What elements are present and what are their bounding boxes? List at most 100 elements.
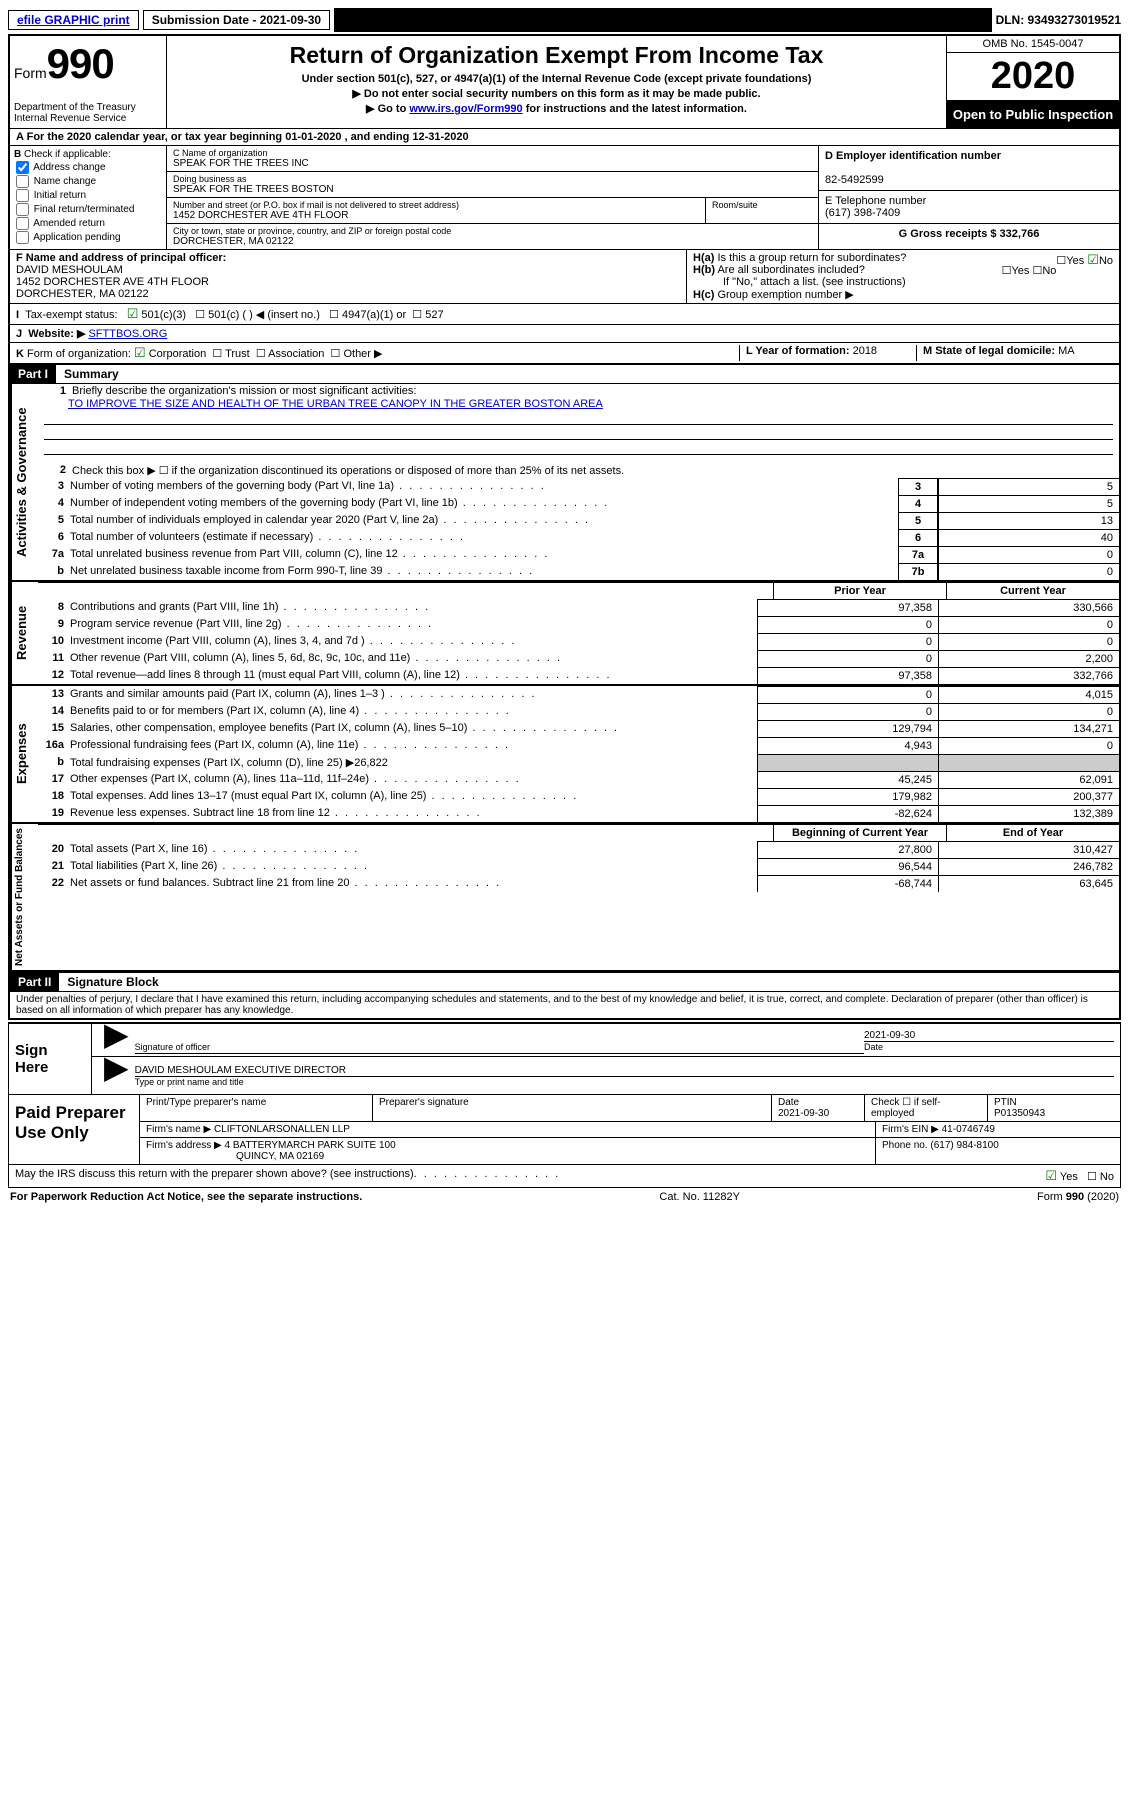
h-note: If "No," attach a list. (see instruction… [693, 276, 906, 288]
opt-501c: 501(c) ( ) ◀ (insert no.) [208, 309, 320, 321]
form-org-label: Form of organization: [27, 348, 131, 360]
header-right: OMB No. 1545-0047 2020 Open to Public In… [946, 36, 1119, 128]
lbl-initial-return: Initial return [34, 190, 86, 201]
mission-text: TO IMPROVE THE SIZE AND HEALTH OF THE UR… [68, 398, 603, 410]
hb-label: Are all subordinates included? [717, 264, 864, 276]
chk-final-return[interactable] [16, 203, 29, 216]
part2-title: Signature Block [59, 973, 166, 991]
k-corp: Corporation [149, 348, 206, 360]
vside-gov: Activities & Governance [10, 384, 38, 580]
box-b: B Check if applicable: Address change Na… [10, 146, 167, 249]
row-j-website: J Website: ▶ SFTTBOS.ORG [10, 325, 1119, 343]
chk-name-change[interactable] [16, 175, 29, 188]
data-line: 13Grants and similar amounts paid (Part … [38, 686, 1119, 703]
gov-line: 7aTotal unrelated business revenue from … [38, 546, 1119, 563]
chk-initial-return[interactable] [16, 189, 29, 202]
year-formation-label: L Year of formation: [746, 345, 850, 357]
row-a-period: A For the 2020 calendar year, or tax yea… [10, 129, 1119, 146]
k-other: Other ▶ [343, 348, 382, 360]
part1-title: Summary [56, 365, 127, 383]
data-line: 17Other expenses (Part IX, column (A), l… [38, 771, 1119, 788]
gov-line: 3Number of voting members of the governi… [38, 478, 1119, 495]
discuss-text: May the IRS discuss this return with the… [15, 1168, 414, 1184]
row-i-tax-status: I Tax-exempt status: ☑ 501(c)(3) ☐ 501(c… [10, 304, 1119, 325]
chk-amended[interactable] [16, 217, 29, 230]
chk-address-change[interactable] [16, 161, 29, 174]
prep-date: 2021-09-30 [778, 1108, 829, 1119]
website-link[interactable]: SFTTBOS.ORG [88, 328, 167, 340]
opt-501c3: 501(c)(3) [141, 309, 186, 321]
omb-number: OMB No. 1545-0047 [947, 36, 1119, 53]
box-b-label: Check if applicable: [24, 149, 111, 160]
officer-printed-name: DAVID MESHOULAM EXECUTIVE DIRECTOR [135, 1059, 1114, 1077]
k-assoc: Association [268, 348, 324, 360]
data-line: 9Program service revenue (Part VIII, lin… [38, 616, 1119, 633]
vside-revenue: Revenue [10, 582, 38, 684]
data-line: 12Total revenue—add lines 8 through 11 (… [38, 667, 1119, 684]
officer-addr1: 1452 DORCHESTER AVE 4TH FLOOR [16, 276, 209, 288]
addr-label: Number and street (or P.O. box if mail i… [173, 200, 699, 210]
cat-no: Cat. No. 11282Y [659, 1191, 740, 1203]
dept-treasury: Department of the Treasury Internal Reve… [14, 102, 162, 124]
part2-header-row: Part II Signature Block [10, 972, 1119, 992]
efile-print-button[interactable]: efile GRAPHIC print [8, 10, 139, 30]
org-name-label: C Name of organization [173, 148, 812, 158]
note-goto-post: for instructions and the latest informat… [523, 103, 747, 115]
prep-sig-label: Preparer's signature [373, 1095, 772, 1121]
irs-link[interactable]: www.irs.gov/Form990 [409, 103, 522, 115]
opt-4947: 4947(a)(1) or [342, 309, 406, 321]
header-left: Form990 Department of the Treasury Inter… [10, 36, 167, 128]
submission-date: Submission Date - 2021-09-30 [143, 10, 330, 30]
officer-addr2: DORCHESTER, MA 02122 [16, 288, 149, 300]
sig-arrow-icon: ▶ [98, 1059, 135, 1087]
tax-year: 2020 [947, 53, 1119, 101]
gross-receipts: G Gross receipts $ 332,766 [899, 228, 1040, 240]
gov-line: 5Total number of individuals employed in… [38, 512, 1119, 529]
sig-date: 2021-09-30 [864, 1030, 915, 1041]
website-label: Website: ▶ [28, 328, 85, 340]
vside-expenses: Expenses [10, 686, 38, 822]
data-line: 18Total expenses. Add lines 13–17 (must … [38, 788, 1119, 805]
data-line: 21Total liabilities (Part X, line 26)96,… [38, 858, 1119, 875]
room-label: Room/suite [706, 198, 818, 223]
hdr-end-year: End of Year [946, 825, 1119, 841]
period-text: For the 2020 calendar year, or tax year … [27, 131, 469, 143]
row-klm: K Form of organization: ☑ Corporation ☐ … [10, 343, 1119, 364]
year-formation: 2018 [853, 345, 877, 357]
form-outline: Form990 Department of the Treasury Inter… [8, 34, 1121, 1020]
form-title: Return of Organization Exempt From Incom… [173, 42, 940, 69]
prep-selfemp: Check ☐ if self-employed [865, 1095, 988, 1121]
hc-label: Group exemption number ▶ [717, 289, 853, 301]
preparer-section: Paid Preparer Use Only Print/Type prepar… [8, 1095, 1121, 1165]
gov-line: bNet unrelated business taxable income f… [38, 563, 1119, 580]
note-goto-pre: Go to [378, 103, 410, 115]
org-name: SPEAK FOR THE TREES INC [173, 158, 812, 169]
hdr-prior-year: Prior Year [773, 583, 946, 599]
prep-date-label: Date [778, 1097, 799, 1108]
top-bar: efile GRAPHIC print Submission Date - 20… [8, 8, 1121, 32]
data-line: 14Benefits paid to or for members (Part … [38, 703, 1119, 720]
prep-name-label: Print/Type preparer's name [140, 1095, 373, 1121]
city-label: City or town, state or province, country… [173, 226, 812, 236]
state-domicile-label: M State of legal domicile: [923, 345, 1055, 357]
data-line: 22Net assets or fund balances. Subtract … [38, 875, 1119, 892]
box-de: D Employer identification number 82-5492… [818, 146, 1119, 249]
firm-ein-label: Firm's EIN ▶ [882, 1124, 939, 1135]
chk-app-pending[interactable] [16, 231, 29, 244]
ein-label: D Employer identification number [825, 150, 1001, 162]
city-value: DORCHESTER, MA 02122 [173, 236, 812, 247]
ptin-value: P01350943 [994, 1108, 1045, 1119]
dln: DLN: 93493273019521 [996, 13, 1121, 27]
expenses-section: Expenses 13Grants and similar amounts pa… [10, 686, 1119, 824]
preparer-label: Paid Preparer Use Only [9, 1095, 140, 1164]
k-trust: Trust [225, 348, 250, 360]
firm-addr1: 4 BATTERYMARCH PARK SUITE 100 [225, 1140, 396, 1151]
line1-text: Briefly describe the organization's miss… [72, 385, 1115, 397]
data-line: 16aProfessional fundraising fees (Part I… [38, 737, 1119, 754]
part2-header: Part II [10, 973, 59, 991]
sign-section: Sign Here ▶ Signature of officer 2021-09… [8, 1022, 1121, 1095]
open-public: Open to Public Inspection [947, 101, 1119, 128]
form-subtitle: Under section 501(c), 527, or 4947(a)(1)… [173, 73, 940, 85]
sig-date-label: Date [864, 1041, 1114, 1052]
section-bcde: B Check if applicable: Address change Na… [10, 146, 1119, 250]
